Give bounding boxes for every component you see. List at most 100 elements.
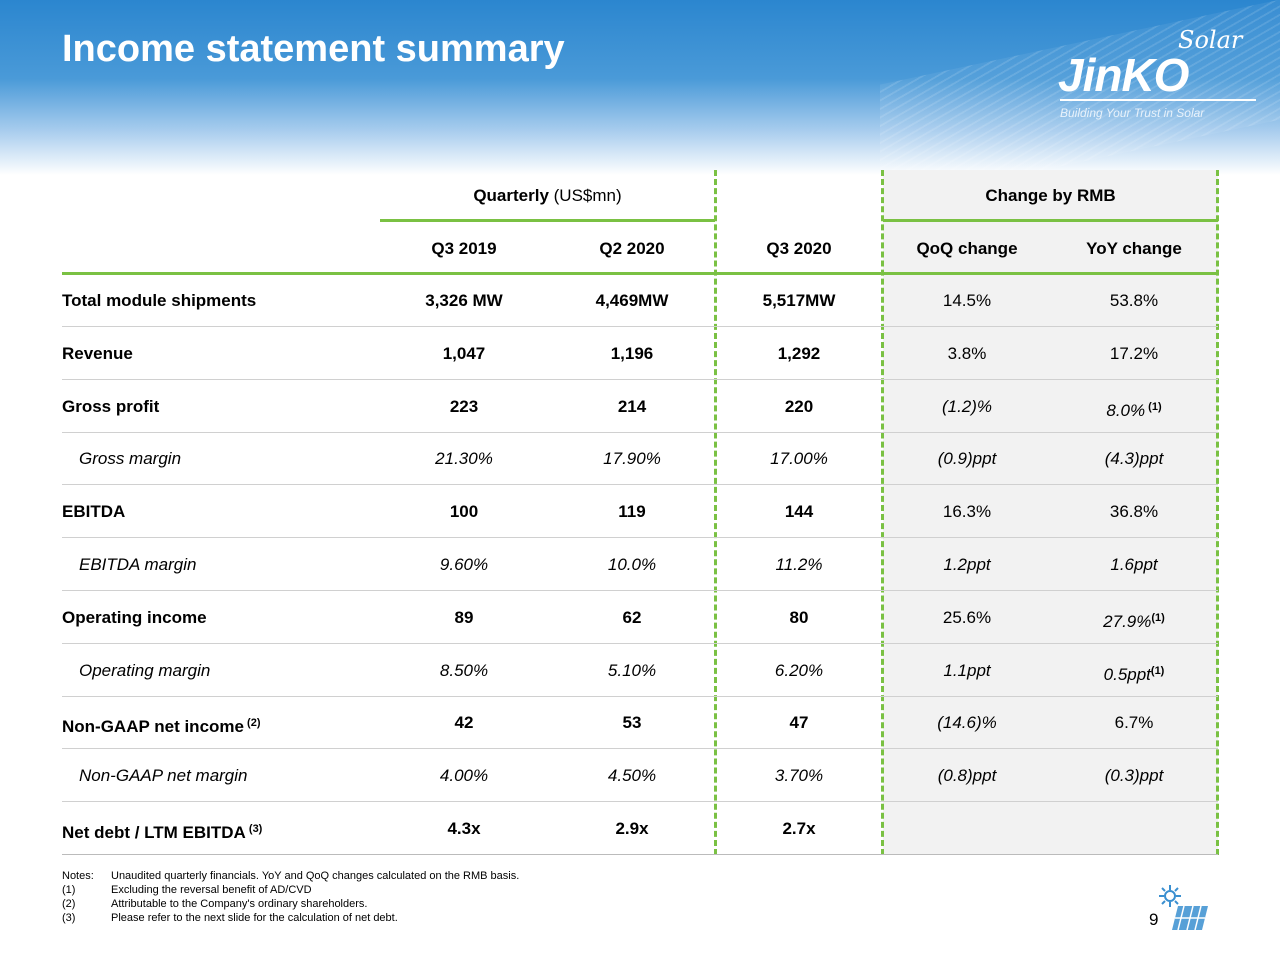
header-banner (0, 0, 1280, 205)
cell-value: 53.8% (1109, 291, 1159, 310)
table-cell: 8.0% (1) (1050, 397, 1218, 421)
cell-value: 3.70% (774, 766, 824, 786)
table-cell: 89 (380, 608, 548, 628)
row-divider (62, 590, 1218, 591)
cell-value: 17.00% (770, 449, 828, 469)
table-cell: 6.7% (1050, 713, 1218, 733)
cell-value: 17.90% (603, 449, 661, 469)
cell-value: 3.8% (947, 343, 987, 363)
table-cell: 17.2% (1050, 344, 1218, 364)
table-cell: 53.8% (1050, 291, 1218, 311)
row-divider (62, 484, 1218, 486)
footnote-text: Attributable to the Company's ordinary s… (111, 898, 368, 910)
table-cell: 0.5ppt(1) (1050, 661, 1218, 685)
table-cell: (0.8)ppt (883, 766, 1051, 786)
cell-value: 47 (789, 713, 809, 733)
cell-value: 4,469MW (595, 291, 669, 310)
footnote-marker: (3) (245, 823, 263, 835)
cell-value: 62 (622, 607, 642, 627)
row-label-text: Net debt / LTM EBITDA (62, 823, 246, 842)
cell-value: 14.5% (942, 291, 992, 310)
row-divider (62, 378, 1218, 380)
cell-value: 16.3% (942, 502, 992, 522)
cell-value: 2.7x (782, 819, 816, 838)
cell-value: 119 (618, 502, 646, 522)
column-header: Q3 2020 (766, 239, 832, 258)
row-label: Revenue (62, 344, 133, 364)
cell-value: 1.2ppt (943, 555, 991, 574)
table-cell: 4.3x (380, 819, 548, 839)
cell-value: 214 (617, 396, 647, 416)
row-divider (62, 801, 1218, 803)
cell-value: 25.6% (942, 607, 992, 627)
cell-value: 6.7% (1114, 713, 1154, 733)
table-cell: 1,292 (715, 344, 883, 364)
dashed-divider (714, 170, 717, 855)
table-cell: 100 (380, 502, 548, 522)
footnote-marker: (1) (1151, 611, 1165, 624)
cell-value: (0.9)ppt (937, 449, 997, 469)
logo-jinko: JinKO (1058, 49, 1189, 101)
cell-value: (0.8)ppt (937, 766, 997, 786)
row-divider (62, 748, 1218, 750)
cell-value: 27.9% (1103, 611, 1152, 631)
table-cell: 10.0% (548, 555, 716, 575)
table-cell: 17.90% (548, 449, 716, 469)
logo-rule (1060, 99, 1256, 101)
table-cell: 16.3% (883, 502, 1051, 522)
table-cell: 11.2% (715, 555, 883, 575)
row-divider (62, 695, 1218, 697)
table-cell: 27.9%(1) (1050, 608, 1218, 632)
cell-value: (0.3)ppt (1104, 766, 1164, 786)
cell-value: 42 (454, 713, 474, 733)
table-cell: 47 (715, 713, 883, 733)
row-label: Total module shipments (62, 291, 256, 311)
row-label: Non-GAAP net income (2) (62, 713, 260, 737)
page-title: Income statement summary (62, 28, 565, 70)
cell-value: 1,292 (777, 343, 821, 363)
cell-value: 220 (784, 396, 814, 416)
table-cell: 25.6% (883, 608, 1051, 628)
dashed-divider (881, 170, 884, 855)
table-cell: 4.50% (548, 766, 716, 786)
table-cell: 53 (548, 713, 716, 733)
cell-value: 4.50% (607, 766, 657, 786)
change-header: Change by RMB (985, 186, 1116, 205)
cell-value: 89 (454, 607, 474, 627)
divider (62, 272, 1218, 275)
cell-value: 223 (449, 396, 479, 416)
cell-value: (14.6)% (937, 713, 997, 733)
cell-value: 10.0% (607, 555, 657, 574)
cell-value: 2.9x (615, 819, 649, 838)
footnote-key: (2) (62, 898, 76, 910)
row-label: EBITDA margin (79, 555, 196, 575)
row-label-text: Non-GAAP net income (62, 717, 244, 737)
cell-value: 1.1ppt (943, 660, 991, 680)
cell-value: 9.60% (439, 555, 489, 574)
column-header: QoQ change (916, 239, 1018, 258)
row-label-text: Gross profit (62, 396, 160, 416)
footnotes: Notes: Unaudited quarterly financials. Yo… (62, 869, 519, 925)
table-cell: (0.3)ppt (1050, 766, 1218, 786)
change-column-background (883, 170, 1218, 855)
table-cell: 4.00% (380, 766, 548, 786)
cell-value: (1.2)% (941, 396, 993, 416)
cell-value: 144 (784, 502, 814, 522)
row-label-text: EBITDA (62, 502, 126, 522)
row-divider (62, 431, 1218, 433)
row-label-text: EBITDA margin (79, 555, 197, 574)
table-cell: 1,196 (548, 344, 716, 364)
row-divider (62, 326, 1218, 327)
divider (883, 219, 1218, 222)
cell-value: (4.3)ppt (1104, 449, 1164, 469)
footnote-text: Unaudited quarterly financials. YoY and … (111, 870, 520, 882)
table-cell: 5.10% (548, 661, 716, 681)
footnote-key: (1) (62, 884, 76, 896)
footnote-text: Please refer to the next slide for the c… (111, 912, 398, 924)
column-header: Q3 2019 (431, 239, 497, 258)
table-cell: 119 (548, 502, 716, 522)
footnote-text: Excluding the reversal benefit of AD/CVD (111, 884, 312, 896)
row-label: EBITDA (62, 502, 125, 522)
table-cell: 9.60% (380, 555, 548, 575)
table-cell: 1,047 (380, 344, 548, 364)
